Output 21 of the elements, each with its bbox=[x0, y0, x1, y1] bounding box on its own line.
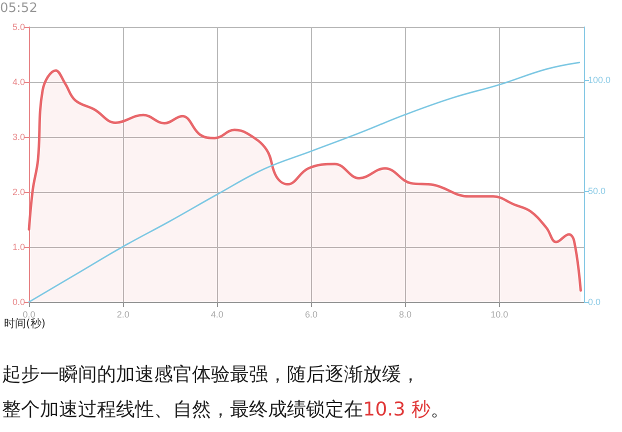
x-tick-label: 2.0 bbox=[116, 310, 130, 320]
y2-tick-label: 100.0 bbox=[588, 75, 611, 86]
y-tick-label: 2.0 bbox=[12, 187, 25, 197]
y-tick-label: 1.0 bbox=[12, 242, 25, 252]
x-axis-title: 时间(秒) bbox=[4, 317, 46, 330]
y2-tick-label: 50.0 bbox=[588, 186, 606, 196]
x-tick-label: 6.0 bbox=[304, 310, 318, 320]
y-tick-label: 5.0 bbox=[12, 22, 25, 32]
text: 起步一瞬间的加速感官体验最强，随后逐渐放缓， bbox=[2, 364, 420, 386]
x-tick-label: 8.0 bbox=[399, 310, 412, 320]
text: 05:52 bbox=[0, 1, 38, 16]
text: 。 bbox=[430, 398, 450, 420]
x-tick-label: 4.0 bbox=[210, 310, 224, 320]
y2-tick-label: 0.0 bbox=[588, 297, 601, 307]
y-tick-label: 3.0 bbox=[12, 132, 25, 142]
x-tick-label: 0.0 bbox=[22, 310, 36, 320]
x-tick-label: 10.0 bbox=[490, 310, 508, 320]
y-tick-label: 4.0 bbox=[12, 77, 25, 87]
y-tick-label: 0.0 bbox=[12, 297, 25, 307]
text: 整个加速过程线性、自然，最终成绩锁定在 bbox=[2, 398, 363, 420]
text: 10.3 秒 bbox=[363, 398, 430, 420]
